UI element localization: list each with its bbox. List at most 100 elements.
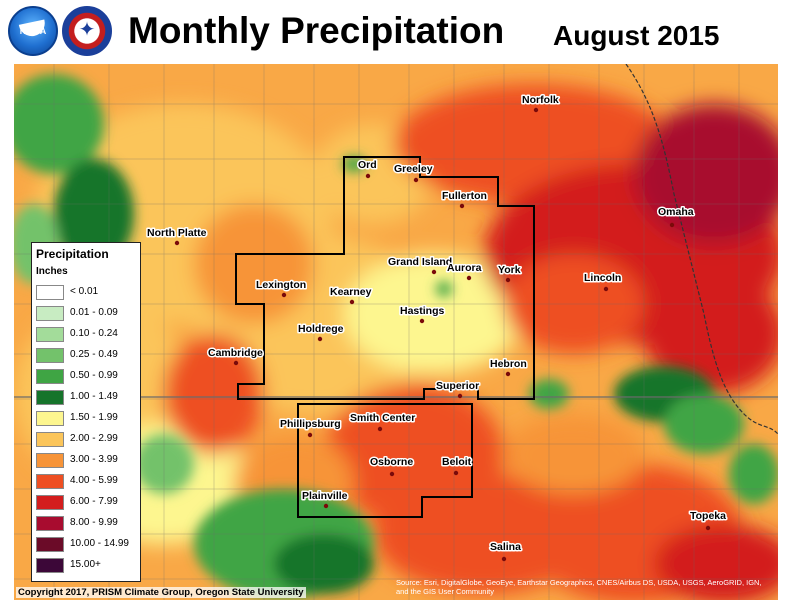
- noaa-logo-text: NOAA: [19, 26, 47, 36]
- city-marker-icon: [349, 299, 355, 305]
- legend-swatch: [36, 495, 64, 510]
- copyright-text: Copyright 2017, PRISM Climate Group, Ore…: [16, 587, 306, 598]
- city-marker-icon: [669, 222, 675, 228]
- city-label: Grand Island: [388, 256, 452, 268]
- city-label: Ord: [358, 159, 377, 171]
- legend-swatch: [36, 390, 64, 405]
- legend-label: 6.00 - 7.99: [70, 496, 118, 507]
- legend-label: 10.00 - 14.99: [70, 538, 129, 549]
- legend-item: 0.25 - 0.49: [36, 348, 140, 363]
- city-marker-icon: [705, 525, 711, 531]
- city-marker-icon: [233, 360, 239, 366]
- city-layer: Norfolk Ord Greeley Fullerton North Platte Om…: [146, 93, 728, 562]
- page-title: Monthly Precipitation: [128, 10, 505, 51]
- city-label: North Platte: [147, 227, 207, 239]
- city-label: York: [498, 264, 521, 276]
- city-marker-icon: [466, 275, 472, 281]
- legend-swatch: [36, 558, 64, 573]
- legend-label: 0.50 - 0.99: [70, 370, 118, 381]
- legend-item: 0.10 - 0.24: [36, 327, 140, 342]
- legend-label: 0.01 - 0.09: [70, 307, 118, 318]
- city-marker-icon: [501, 556, 507, 562]
- legend-swatch: [36, 474, 64, 489]
- city-marker-icon: [431, 269, 437, 275]
- city-marker-icon: [603, 286, 609, 292]
- legend-item: 0.50 - 0.99: [36, 369, 140, 384]
- city-label: Phillipsburg: [280, 418, 341, 430]
- city-label: Osborne: [370, 456, 413, 468]
- legend-swatch: [36, 369, 64, 384]
- legend-item: 10.00 - 14.99: [36, 537, 140, 552]
- legend: Precipitation Inches < 0.01 0.01 - 0.09 0.…: [31, 242, 141, 582]
- legend-swatch: [36, 537, 64, 552]
- page-date: August 2015: [553, 20, 720, 51]
- city-label: Omaha: [658, 206, 694, 218]
- city-label: Hastings: [400, 305, 445, 317]
- city-label: Smith Center: [350, 412, 415, 424]
- legend-label: 15.00+: [70, 559, 101, 570]
- legend-swatch: [36, 453, 64, 468]
- legend-item: 6.00 - 7.99: [36, 495, 140, 510]
- city-marker-icon: [457, 393, 463, 399]
- city-marker-icon: [377, 426, 383, 432]
- city-label: Lexington: [256, 279, 306, 291]
- missouri-river: [625, 64, 778, 435]
- city-marker-icon: [453, 470, 459, 476]
- city-label: Aurora: [447, 262, 482, 274]
- legend-swatch: [36, 327, 64, 342]
- legend-item: 1.00 - 1.49: [36, 390, 140, 405]
- city-label: Superior: [436, 380, 479, 392]
- legend-label: < 0.01: [70, 286, 99, 297]
- city-label: Cambridge: [208, 347, 263, 359]
- precipitation-map: Norfolk Ord Greeley Fullerton North Platte Om…: [14, 64, 778, 600]
- city-marker-icon: [419, 318, 425, 324]
- legend-swatch: [36, 516, 64, 531]
- noaa-logo: NOAA: [8, 6, 58, 56]
- city-marker-icon: [505, 277, 511, 283]
- legend-label: 3.00 - 3.99: [70, 454, 118, 465]
- city-marker-icon: [281, 292, 287, 298]
- legend-title: Precipitation: [36, 247, 109, 261]
- legend-item: 0.01 - 0.09: [36, 306, 140, 321]
- city-label: Kearney: [330, 286, 372, 298]
- legend-item: 15.00+: [36, 558, 140, 573]
- city-marker-icon: [389, 471, 395, 477]
- city-label: Greeley: [394, 163, 433, 175]
- city-label: Lincoln: [584, 272, 621, 284]
- city-label: Plainville: [302, 490, 348, 502]
- kansas-outline-region: [297, 403, 473, 518]
- legend-label: 8.00 - 9.99: [70, 517, 118, 528]
- legend-label: 0.25 - 0.49: [70, 349, 118, 360]
- city-label: Topeka: [690, 510, 726, 522]
- nws-logo: ✦: [62, 6, 112, 56]
- legend-item: 2.00 - 2.99: [36, 432, 140, 447]
- legend-swatch: [36, 411, 64, 426]
- legend-label: 1.50 - 1.99: [70, 412, 118, 423]
- city-label: Salina: [490, 541, 521, 553]
- header: NOAA ✦ Monthly Precipitation August 2015: [0, 0, 792, 64]
- city-marker-icon: [323, 503, 329, 509]
- legend-label: 4.00 - 5.99: [70, 475, 118, 486]
- city-marker-icon: [307, 432, 313, 438]
- legend-label: 2.00 - 2.99: [70, 433, 118, 444]
- city-label: Beloit: [442, 456, 472, 468]
- legend-swatch: [36, 348, 64, 363]
- legend-label: 1.00 - 1.49: [70, 391, 118, 402]
- nws-star-icon: ✦: [78, 19, 96, 41]
- city-marker-icon: [174, 240, 180, 246]
- legend-item: 3.00 - 3.99: [36, 453, 140, 468]
- legend-label: 0.10 - 0.24: [70, 328, 118, 339]
- city-marker-icon: [317, 336, 323, 342]
- city-label: Fullerton: [442, 190, 487, 202]
- legend-swatch: [36, 285, 64, 300]
- legend-item: 1.50 - 1.99: [36, 411, 140, 426]
- city-marker-icon: [413, 177, 419, 183]
- city-marker-icon: [505, 371, 511, 377]
- nebraska-outline-region: [235, 156, 535, 400]
- city-marker-icon: [459, 203, 465, 209]
- legend-item: 4.00 - 5.99: [36, 474, 140, 489]
- city-marker-icon: [365, 173, 371, 179]
- legend-units: Inches: [36, 266, 68, 277]
- city-marker-icon: [533, 107, 539, 113]
- source-attribution: Source: Esri, DigitalGlobe, GeoEye, Eart…: [396, 578, 762, 596]
